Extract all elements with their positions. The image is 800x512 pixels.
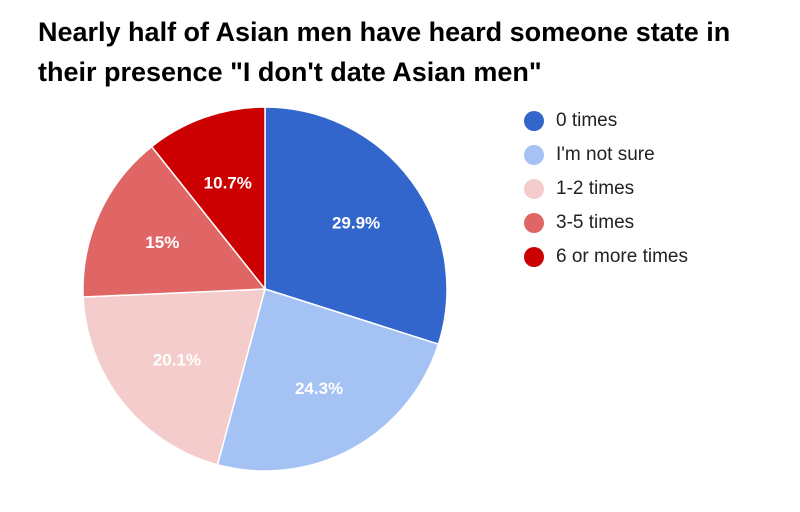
legend-label: 3-5 times [556, 212, 635, 233]
legend-swatch-icon [524, 247, 544, 267]
legend-item-1: I'm not sure [524, 138, 688, 172]
legend-label: 1-2 times [556, 178, 635, 199]
slice-label-0: 29.9% [332, 213, 380, 232]
slice-label-2: 20.1% [153, 351, 201, 370]
legend-swatch-icon [524, 179, 544, 199]
pie-slices [82, 106, 448, 472]
slice-label-4: 10.7% [204, 173, 252, 192]
legend-swatch-icon [524, 145, 544, 165]
legend-item-3: 3-5 times [524, 206, 688, 240]
slice-label-1: 24.3% [295, 379, 343, 398]
chart-title: Nearly half of Asian men have heard some… [38, 17, 731, 87]
pie-labels: 29.9% 24.3% 20.1% 15% 10.7% [145, 173, 380, 398]
pie-slice-4 [150, 106, 266, 292]
slice-label-3: 15% [145, 233, 179, 252]
pie-slice-2 [82, 288, 266, 466]
legend-item-0: 0 times [524, 104, 688, 138]
pie-slice-3 [82, 145, 267, 298]
legend: 0 times I'm not sure 1-2 times 3-5 times 6 o… [524, 104, 688, 274]
legend-label: I'm not sure [556, 144, 655, 165]
legend-swatch-icon [524, 213, 544, 233]
pie-slice-1 [216, 288, 440, 472]
legend-swatch-icon [524, 111, 544, 131]
pie-slice-0 [264, 106, 448, 346]
legend-item-2: 1-2 times [524, 172, 688, 206]
legend-label: 0 times [556, 110, 618, 131]
legend-label: 6 or more times [556, 246, 688, 267]
legend-item-4: 6 or more times [524, 240, 688, 274]
